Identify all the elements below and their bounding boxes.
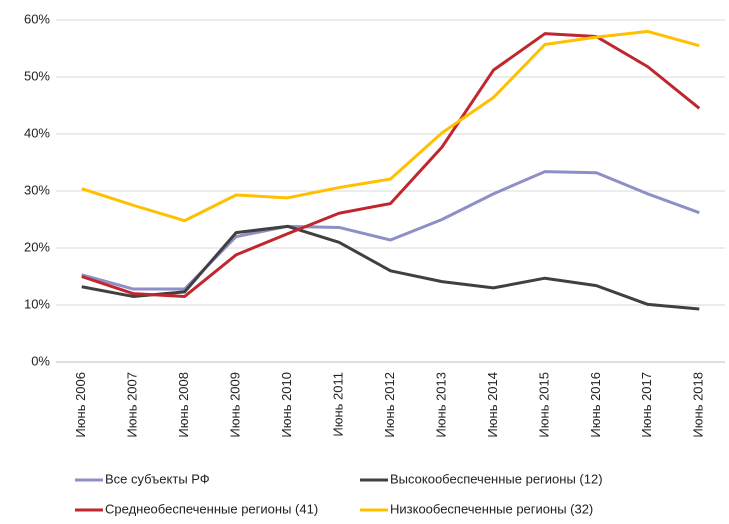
x-tick-label: Июнь 2006 xyxy=(73,372,88,438)
x-tick-label: Июнь 2016 xyxy=(588,372,603,438)
legend-label: Высокообеспеченные регионы (12) xyxy=(390,471,603,486)
x-tick-label: Июнь 2017 xyxy=(639,372,654,438)
y-tick-label: 10% xyxy=(24,296,50,311)
y-tick-label: 40% xyxy=(24,125,50,140)
y-tick-label: 50% xyxy=(24,68,50,83)
legend-label: Среднеобеспеченные регионы (41) xyxy=(105,501,318,516)
x-tick-label: Июнь 2013 xyxy=(433,372,448,438)
series-line xyxy=(81,224,700,311)
x-tick-label: Июнь 2014 xyxy=(485,372,500,438)
y-tick-label: 60% xyxy=(24,11,50,26)
series-line xyxy=(81,32,701,298)
y-tick-label: 30% xyxy=(24,182,50,197)
series-line xyxy=(81,170,700,291)
x-tick-label: Июнь 2012 xyxy=(382,372,397,438)
x-tick-label: Июнь 2011 xyxy=(330,372,345,437)
x-tick-label: Июнь 2018 xyxy=(691,372,706,438)
legend-label: Все субъекты РФ xyxy=(105,471,210,486)
legend-label: Низкообеспеченные регионы (32) xyxy=(390,501,593,516)
x-tick-label: Июнь 2008 xyxy=(176,372,191,438)
x-tick-label: Июнь 2015 xyxy=(536,372,551,438)
y-tick-label: 20% xyxy=(24,239,50,254)
x-tick-label: Июнь 2007 xyxy=(125,372,140,438)
x-tick-label: Июнь 2010 xyxy=(279,372,294,438)
y-tick-label: 0% xyxy=(31,353,50,368)
x-tick-label: Июнь 2009 xyxy=(228,372,243,438)
series-line xyxy=(81,29,700,223)
